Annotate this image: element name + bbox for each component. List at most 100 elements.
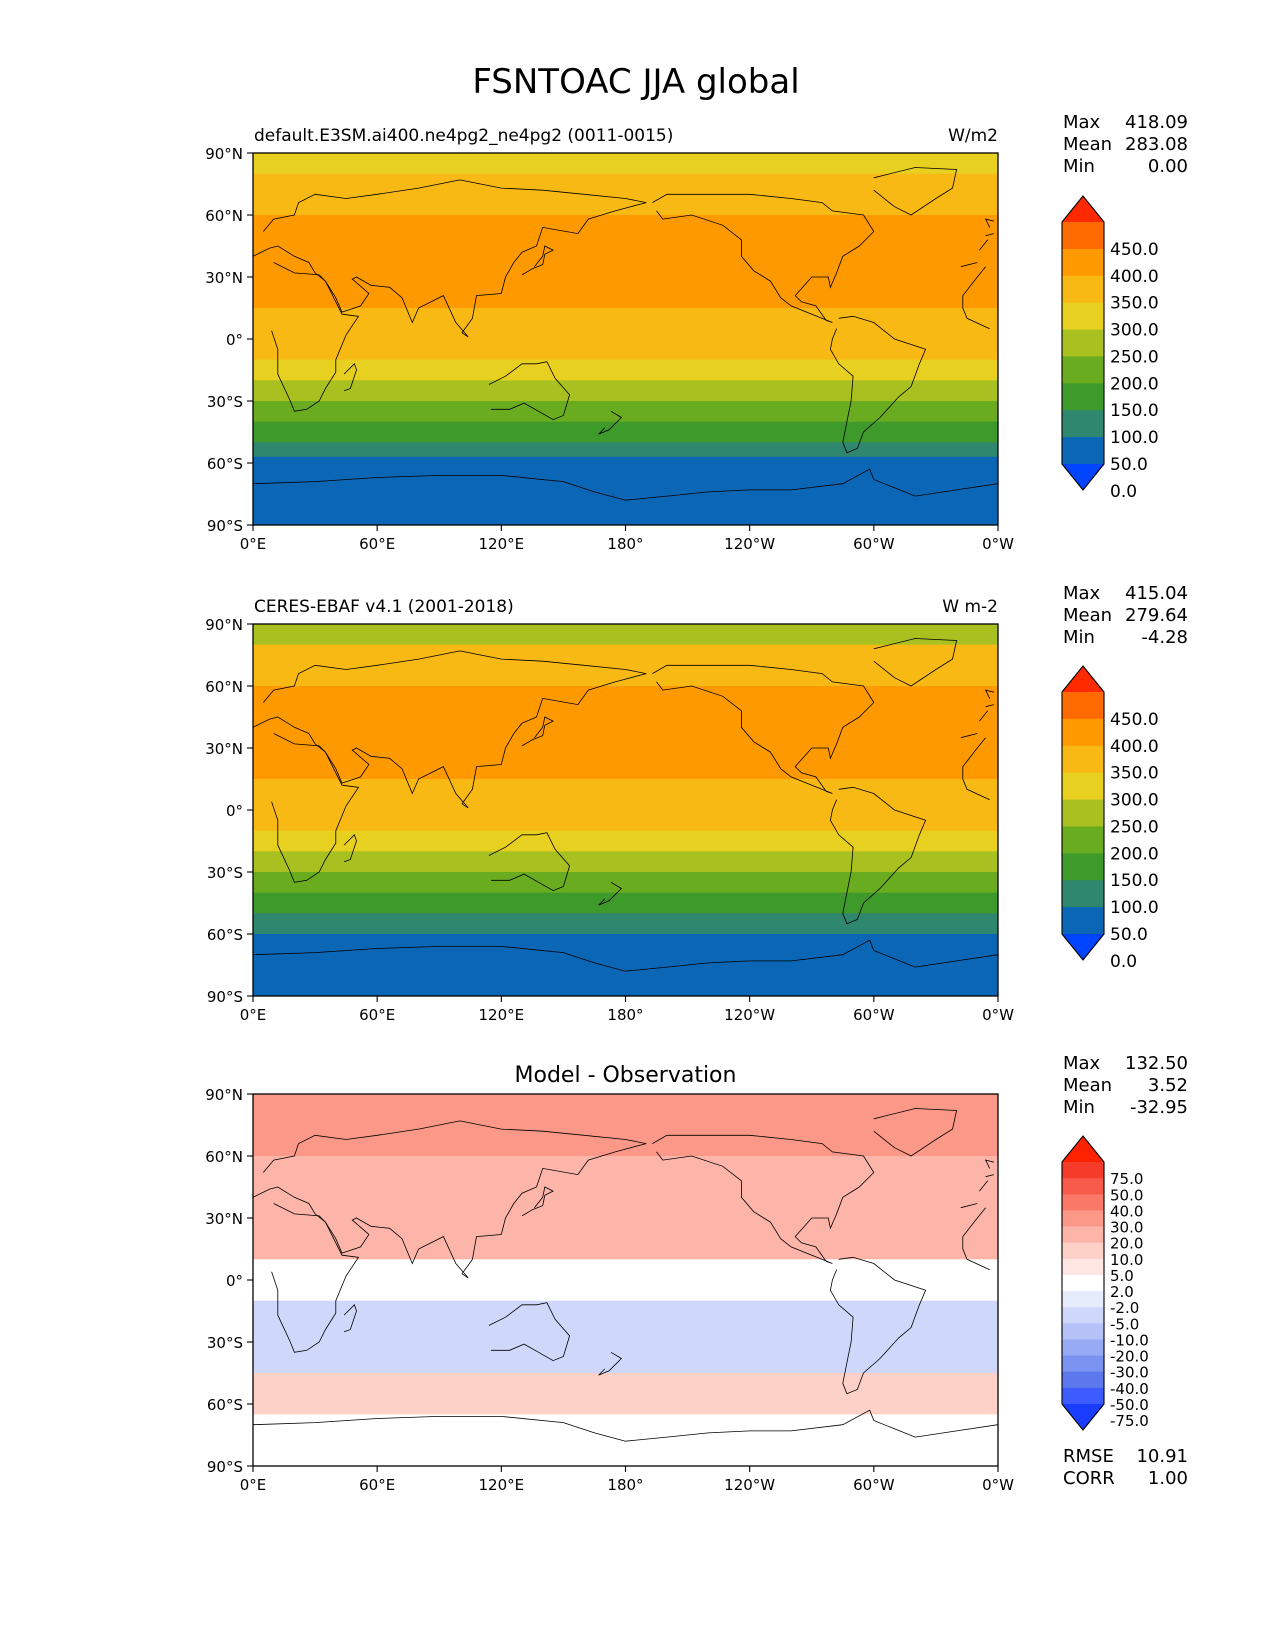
lat-band-6	[253, 339, 998, 361]
colorbar-label: 200.0	[1110, 374, 1159, 394]
colorbar-label: 100.0	[1110, 898, 1159, 918]
colorbar-swatch	[1062, 1371, 1104, 1389]
coastline-3	[652, 1134, 875, 1264]
lat-tick-label: 30°S	[207, 864, 243, 882]
lat-band-9	[253, 872, 998, 894]
stat-label: Min	[1063, 627, 1095, 648]
colorbar-swatch	[1062, 745, 1104, 774]
lon-tick-label: 180°	[607, 1006, 643, 1024]
colorbar-swatch	[1062, 1210, 1104, 1227]
colorbar-swatch	[1062, 907, 1104, 935]
lon-tick-label: 120°W	[724, 1476, 775, 1494]
lat-band-10	[253, 892, 998, 914]
lat-band-6	[253, 1373, 998, 1415]
lon-tick-label: 0°E	[240, 535, 267, 553]
stat-value: 0.00	[1148, 156, 1188, 177]
panel-title-center: Model - Observation	[515, 1063, 737, 1088]
colorbar-label: 0.0	[1110, 482, 1137, 502]
colorbar-label: 10.0	[1110, 1251, 1143, 1269]
coastline-11	[984, 1159, 994, 1178]
panel-title-left: default.E3SM.ai400.ne4pg2_ne4pg2 (0011-0…	[254, 126, 673, 146]
lat-band-9	[253, 401, 998, 423]
lat-tick-label: 30°S	[207, 393, 243, 411]
figure-title: FSNTOAC JJA global	[472, 62, 799, 102]
colorbar-label: 150.0	[1110, 401, 1159, 421]
lat-tick-label: 0°	[226, 331, 243, 349]
coastline-4	[829, 786, 927, 925]
lat-band-2	[253, 1156, 998, 1260]
lat-band-4	[253, 1300, 998, 1343]
colorbar-label: 450.0	[1110, 710, 1159, 730]
lat-band-1	[253, 624, 998, 646]
lon-tick-label: 180°	[607, 535, 643, 553]
lat-band-5	[253, 1342, 998, 1374]
colorbar-swatch	[1062, 772, 1104, 800]
colorbar-swatch	[1062, 437, 1104, 465]
coastline-5	[488, 1302, 571, 1362]
lat-tick-label: 90°S	[207, 517, 243, 535]
colorbar-swatch	[1062, 1323, 1104, 1340]
lat-band-4	[253, 277, 998, 309]
stat-value: 415.04	[1125, 583, 1188, 604]
colorbar: 450.0 400.0 350.0 300.0 250.0 200.0 150.0 100.0…	[1061, 665, 1159, 972]
colorbar-label: 50.0	[1110, 925, 1148, 945]
stat-value: -4.28	[1141, 627, 1188, 648]
colorbar-swatch	[1062, 1162, 1104, 1179]
colorbar-swatch	[1062, 1307, 1104, 1324]
lat-band-13	[253, 958, 998, 996]
lon-tick-label: 120°E	[479, 1476, 525, 1494]
stat-value: 418.09	[1125, 112, 1188, 133]
colorbar-label: -50.0	[1110, 1396, 1149, 1414]
colorbar-swatch	[1062, 1355, 1104, 1373]
colorbar-label: -40.0	[1110, 1380, 1149, 1398]
colorbar-swatch	[1062, 1291, 1104, 1308]
panel-title-left: CERES-EBAF v4.1 (2001-2018)	[254, 597, 514, 617]
lat-tick-label: 90°S	[207, 988, 243, 1006]
lat-band-7	[253, 1414, 998, 1466]
colorbar-label: -20.0	[1110, 1348, 1149, 1366]
lat-band-6	[253, 810, 998, 832]
lat-band-3	[253, 1259, 998, 1302]
lat-band-11	[253, 913, 998, 935]
colorbar-label: -75.0	[1110, 1412, 1149, 1430]
colorbar-swatch	[1062, 329, 1104, 357]
colorbar-label: 0.0	[1110, 952, 1137, 972]
colorbar-swatch	[1062, 853, 1104, 881]
colorbar-swatch	[1062, 410, 1104, 438]
colorbar-outline	[1061, 1135, 1105, 1431]
coastline-6	[873, 638, 958, 687]
lat-band-13	[253, 514, 998, 525]
colorbar-swatch	[1062, 692, 1104, 720]
lat-tick-label: 60°S	[207, 455, 243, 473]
lat-tick-label: 90°N	[205, 1086, 243, 1104]
lat-band-8	[253, 380, 998, 402]
map-field	[253, 153, 998, 525]
colorbar-label: -2.0	[1110, 1299, 1139, 1317]
lat-tick-label: 60°S	[207, 926, 243, 944]
lon-tick-label: 120°W	[724, 535, 775, 553]
coastline-3	[652, 664, 875, 794]
coastline-11	[984, 218, 994, 237]
lat-tick-label: 30°N	[205, 1210, 243, 1228]
colorbar-label: 50.0	[1110, 455, 1148, 475]
colorbar-label: -5.0	[1110, 1315, 1139, 1333]
coastline-8	[598, 881, 623, 906]
stat-label: Mean	[1063, 134, 1112, 155]
panel-units: W m-2	[942, 597, 998, 617]
lon-tick-label: 180°	[607, 1476, 643, 1494]
panel-2: 90°N 60°N 30°N 0° 30°S 60°S 90°S0°E 60°E 120°E 18…	[205, 583, 1188, 1024]
panel-3: 90°N 60°N 30°N 0° 30°S 60°S 90°S0°E 60°E 120°E 18…	[205, 1053, 1188, 1494]
colorbar-swatch	[1062, 1339, 1104, 1356]
colorbar-label: 250.0	[1110, 817, 1159, 837]
lat-band-7	[253, 359, 998, 381]
map-field	[253, 1094, 998, 1466]
colorbar-swatch	[1062, 1242, 1104, 1260]
colorbar-label: 300.0	[1110, 791, 1159, 811]
stat-label: Mean	[1063, 1075, 1112, 1096]
coastline-8	[598, 1351, 623, 1376]
colorbar-label: 40.0	[1110, 1202, 1143, 1220]
lon-tick-label: 0°W	[982, 1006, 1014, 1024]
panel-units: W/m2	[948, 126, 998, 146]
coastlines	[253, 638, 998, 972]
lon-tick-label: 0°E	[240, 1476, 267, 1494]
